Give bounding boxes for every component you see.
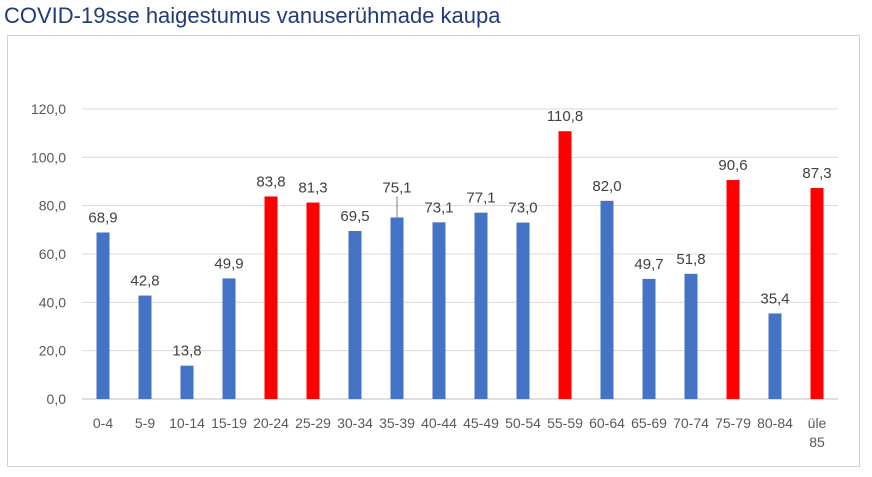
y-tick-label: 100,0 (31, 149, 66, 165)
category-label: 5-9 (135, 415, 155, 431)
chart-title: COVID-19sse haigestumus vanuserühmade ka… (4, 3, 501, 28)
category-label: 20-24 (253, 415, 289, 431)
category-label: 40-44 (421, 415, 457, 431)
bar (138, 295, 152, 399)
data-label: 49,7 (634, 256, 663, 273)
category-label: 30-34 (337, 415, 373, 431)
data-label: 110,8 (547, 108, 583, 125)
data-label: 83,8 (256, 173, 285, 190)
category-label: 0-4 (93, 415, 113, 431)
data-label: 75,1 (382, 180, 411, 197)
data-label: 87,3 (802, 165, 831, 182)
bar (810, 188, 824, 399)
bar (726, 180, 740, 399)
y-tick-label: 20,0 (39, 343, 66, 359)
y-tick-label: 80,0 (39, 198, 66, 214)
category-label: 60-64 (589, 415, 625, 431)
data-label: 81,3 (298, 180, 327, 197)
bar (558, 131, 572, 399)
data-label: 73,0 (508, 200, 537, 217)
category-label: 55-59 (547, 415, 583, 431)
bar (96, 232, 110, 399)
bar (432, 222, 446, 399)
category-label: 80-84 (757, 415, 793, 431)
data-label: 90,6 (718, 157, 747, 174)
category-label: 35-39 (379, 415, 415, 431)
y-tick-label: 120,0 (31, 101, 66, 117)
data-label: 35,4 (760, 290, 789, 307)
bar (390, 217, 404, 399)
bar (306, 202, 320, 399)
category-label: 85 (809, 434, 825, 450)
data-label: 69,5 (340, 208, 369, 225)
category-label: 10-14 (169, 415, 205, 431)
data-label: 73,1 (424, 199, 453, 216)
category-label: üle (808, 415, 827, 431)
bar (516, 222, 530, 399)
data-label: 82,0 (592, 178, 621, 195)
category-label: 25-29 (295, 415, 331, 431)
bar (684, 273, 698, 399)
bar (180, 365, 194, 399)
category-label: 50-54 (505, 415, 541, 431)
category-label: 45-49 (463, 415, 499, 431)
data-label: 68,9 (88, 209, 117, 226)
chart-frame (7, 35, 860, 467)
bar (600, 200, 614, 399)
data-label: 49,9 (214, 255, 243, 272)
bar (264, 196, 278, 399)
bar (348, 231, 362, 399)
y-tick-label: 60,0 (39, 246, 66, 262)
category-label: 75-79 (715, 415, 751, 431)
data-label: 77,1 (466, 190, 495, 207)
y-tick-label: 0,0 (47, 391, 67, 407)
bar (474, 212, 488, 399)
data-label: 51,8 (676, 251, 705, 268)
data-label: 13,8 (172, 343, 201, 360)
bar (642, 278, 656, 399)
bar (222, 278, 236, 399)
category-label: 65-69 (631, 415, 667, 431)
y-tick-label: 40,0 (39, 294, 66, 310)
category-label: 70-74 (673, 415, 709, 431)
bar (768, 313, 782, 399)
data-label: 42,8 (130, 273, 159, 290)
category-label: 15-19 (211, 415, 247, 431)
